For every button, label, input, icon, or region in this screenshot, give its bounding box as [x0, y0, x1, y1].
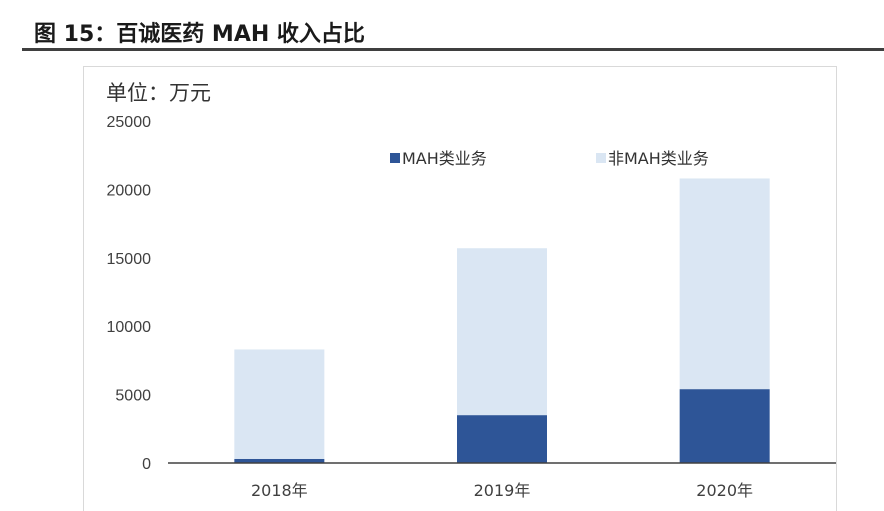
unit-label: 单位：万元 [106, 81, 211, 105]
x-tick-label: 2019年 [474, 481, 531, 500]
bar-mah-1 [457, 415, 547, 463]
y-tick-label: 25000 [107, 114, 152, 131]
y-tick-label: 15000 [107, 251, 152, 268]
bar-mah-2 [679, 389, 770, 463]
y-tick-label: 5000 [115, 388, 151, 405]
bar-non-mah-2 [679, 178, 770, 390]
x-axis: 2018年 2019年 2020年 [251, 481, 753, 500]
bar-non-mah-0 [234, 349, 325, 459]
legend-swatch [596, 153, 606, 163]
x-tick-label: 2018年 [251, 481, 308, 500]
legend-label: MAH类业务 [402, 149, 487, 168]
y-tick-label: 10000 [107, 319, 152, 336]
legend-swatch [390, 153, 400, 163]
bar-mah-0 [234, 458, 325, 463]
y-axis: 0 5000 10000 15000 20000 25000 [107, 114, 152, 473]
chart-container [83, 66, 837, 511]
legend-label: 非MAH类业务 [608, 149, 709, 168]
bar-series [234, 178, 770, 463]
y-tick-label: 0 [142, 456, 151, 473]
y-tick-label: 20000 [107, 182, 152, 199]
x-tick-label: 2020年 [696, 481, 753, 500]
bar-non-mah-1 [457, 248, 547, 416]
figure-header: 图 15：百诚医药 MAH 收入占比 [22, 4, 884, 51]
legend: MAH类业务 非MAH类业务 [390, 149, 709, 168]
figure-title: 图 15：百诚医药 MAH 收入占比 [34, 22, 365, 47]
